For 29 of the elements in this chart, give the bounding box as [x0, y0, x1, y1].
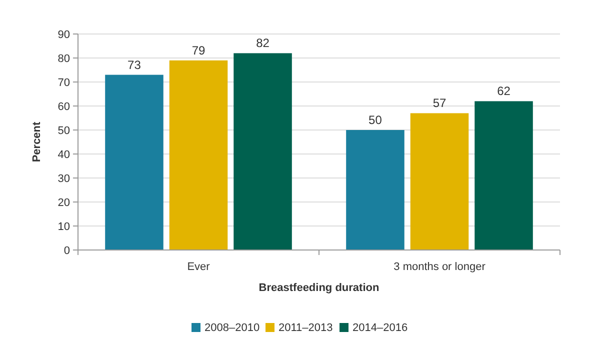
x-tick-label: 3 months or longer [394, 261, 486, 273]
y-tick-label: 20 [58, 196, 70, 209]
data-label: 57 [432, 96, 446, 110]
y-axis-title: Percent [31, 121, 43, 162]
legend-label: 2014–2016 [352, 322, 408, 334]
bar [474, 101, 533, 250]
bar [410, 113, 469, 250]
y-tick-label: 10 [58, 220, 70, 233]
data-label: 82 [256, 36, 270, 50]
data-label: 73 [128, 58, 142, 72]
bar [234, 53, 292, 250]
bar [346, 130, 404, 250]
data-label: 50 [368, 113, 382, 127]
y-tick-label: 70 [58, 76, 70, 89]
y-tick-label: 40 [58, 148, 70, 161]
y-tick-label: 0 [64, 244, 70, 257]
bar [105, 74, 164, 250]
bar [169, 60, 228, 250]
x-tick-label: Ever [187, 261, 210, 273]
y-tick-label: 50 [58, 124, 70, 137]
y-tick-label: 80 [58, 52, 70, 65]
y-tick-label: 60 [58, 100, 70, 113]
legend-label: 2011–2013 [278, 322, 333, 334]
data-label: 79 [192, 43, 206, 58]
y-tick-label: 90 [58, 28, 70, 41]
legend-label: 2008–2010 [204, 322, 260, 334]
y-tick-label: 30 [58, 172, 70, 185]
data-label: 62 [497, 84, 511, 98]
x-axis-title: Breastfeeding duration [258, 282, 380, 294]
